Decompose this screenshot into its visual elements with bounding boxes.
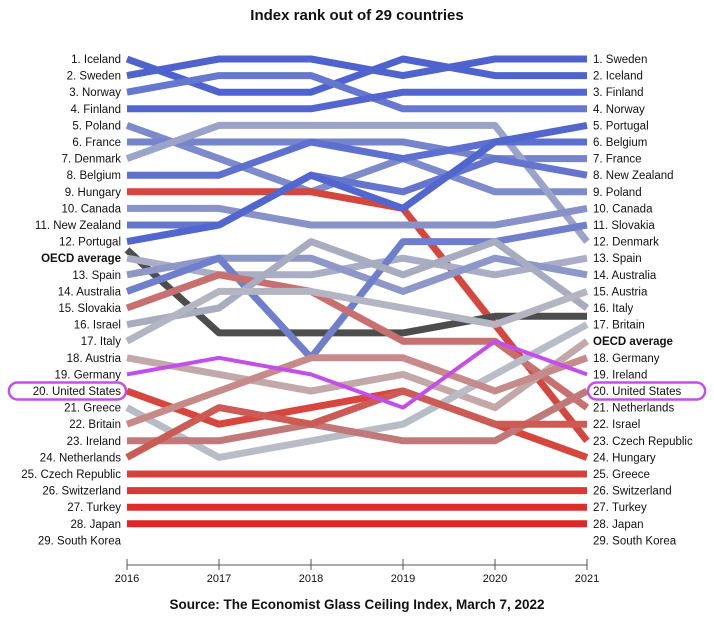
right-label-13-spain: 13. Spain bbox=[593, 253, 642, 265]
left-label-29-south-korea: 29. South Korea bbox=[38, 535, 122, 547]
series-line-canada bbox=[127, 204, 588, 229]
left-label-13-spain: 13. Spain bbox=[72, 270, 121, 282]
right-label-18-germany: 18. Germany bbox=[593, 353, 660, 365]
left-label-2-sweden: 2. Sweden bbox=[67, 71, 121, 83]
right-label-4-norway: 4. Norway bbox=[593, 104, 645, 116]
chart-title: Index rank out of 29 countries bbox=[250, 7, 463, 24]
right-label-28-japan: 28. Japan bbox=[593, 519, 644, 531]
right-label-3-finland: 3. Finland bbox=[593, 87, 644, 99]
left-label-16-israel: 16. Israel bbox=[74, 320, 121, 332]
x-tick-label-2016: 2016 bbox=[115, 573, 139, 585]
x-axis: 2016 2017 2018 2019 2020 2021 bbox=[115, 559, 599, 585]
left-label-3-norway: 3. Norway bbox=[69, 87, 121, 99]
left-label-14-australia: 14. Australia bbox=[58, 286, 122, 298]
right-highlight-box bbox=[586, 381, 707, 401]
left-label-10-canada: 10. Canada bbox=[62, 203, 122, 215]
series-line-iceland bbox=[125, 55, 587, 96]
left-label-20-united-states: 20. United States bbox=[33, 386, 121, 398]
source-note: Source: The Economist Glass Ceiling Inde… bbox=[169, 597, 544, 612]
x-tick-label-2021: 2021 bbox=[575, 573, 599, 585]
left-label-6-france: 6. France bbox=[72, 137, 121, 149]
left-label-8-belgium: 8. Belgium bbox=[67, 170, 121, 182]
series-lines bbox=[124, 55, 590, 528]
right-label-1-sweden: 1. Sweden bbox=[593, 54, 647, 66]
series-line-spain bbox=[126, 254, 588, 279]
series-line-sweden bbox=[126, 55, 587, 80]
right-label-5-portugal: 5. Portugal bbox=[593, 120, 649, 132]
right-label-6-belgium: 6. Belgium bbox=[593, 137, 647, 149]
right-label-10-canada: 10. Canada bbox=[593, 203, 653, 215]
right-rank-labels: 1. Sweden 2. Iceland 3. Finland 4. Norway 5.… bbox=[586, 54, 707, 547]
series-line-czech-republic bbox=[125, 387, 587, 461]
right-label-20-united-states: 20. United States bbox=[593, 386, 681, 398]
right-label-12-denmark: 12. Denmark bbox=[593, 237, 659, 249]
series-line-ireland bbox=[125, 354, 589, 428]
right-label-9-poland: 9. Poland bbox=[593, 187, 642, 199]
left-label-17-italy: 17. Italy bbox=[81, 336, 122, 348]
left-label-oecd-average: OECD average bbox=[41, 253, 121, 265]
series-line-germany bbox=[126, 338, 590, 412]
series-line-israel bbox=[125, 271, 590, 411]
left-label-1-iceland: 1. Iceland bbox=[71, 54, 121, 66]
series-line-united-states bbox=[126, 339, 588, 410]
right-label-25-greece: 25. Greece bbox=[593, 469, 650, 481]
series-line-portugal bbox=[126, 121, 588, 246]
series-line-italy bbox=[126, 238, 590, 329]
left-highlight-box bbox=[7, 381, 128, 401]
left-rank-labels: 1. Iceland 2. Sweden 3. Norway 4. Finland 5.… bbox=[7, 54, 128, 547]
left-label-25-czech-republic: 25. Czech Republic bbox=[21, 469, 121, 481]
left-label-26-switzerland: 26. Switzerland bbox=[42, 486, 121, 498]
right-label-26-switzerland: 26. Switzerland bbox=[593, 486, 672, 498]
x-tick-label-2018: 2018 bbox=[299, 573, 323, 585]
left-label-5-poland: 5. Poland bbox=[72, 120, 121, 132]
right-label-19-ireland: 19. Ireland bbox=[593, 369, 647, 381]
right-label-2-iceland: 2. Iceland bbox=[593, 71, 643, 83]
left-label-28-japan: 28. Japan bbox=[70, 519, 121, 531]
series-line-finland bbox=[127, 88, 587, 113]
x-tick-label-2019: 2019 bbox=[391, 573, 415, 585]
left-label-21-greece: 21. Greece bbox=[64, 403, 121, 415]
right-label-23-czech-republic: 23. Czech Republic bbox=[593, 436, 693, 448]
series-line-hungary bbox=[127, 188, 590, 443]
right-label-oecd-average: OECD average bbox=[593, 336, 673, 348]
left-label-18-austria: 18. Austria bbox=[67, 353, 122, 365]
left-label-22-britain: 22. Britain bbox=[69, 419, 121, 431]
series-line-austria bbox=[125, 287, 589, 345]
x-tick-label-2020: 2020 bbox=[483, 573, 507, 585]
right-label-16-italy: 16. Italy bbox=[593, 303, 634, 315]
left-label-23-ireland: 23. Ireland bbox=[67, 436, 121, 448]
right-label-8-new-zealand: 8. New Zealand bbox=[593, 170, 674, 182]
left-label-12-portugal: 12. Portugal bbox=[59, 237, 121, 249]
series-line-poland bbox=[125, 122, 587, 196]
left-label-9-hungary: 9. Hungary bbox=[65, 187, 122, 199]
right-label-15-austria: 15. Austria bbox=[593, 286, 648, 298]
right-label-11-slovakia: 11. Slovakia bbox=[593, 220, 655, 232]
left-label-11-new-zealand: 11. New Zealand bbox=[35, 220, 121, 232]
left-label-4-finland: 4. Finland bbox=[70, 104, 121, 116]
right-label-27-turkey: 27. Turkey bbox=[593, 502, 647, 514]
x-tick-label-2017: 2017 bbox=[207, 573, 231, 585]
left-label-7-denmark: 7. Denmark bbox=[62, 154, 122, 166]
right-label-22-israel: 22. Israel bbox=[593, 419, 640, 431]
right-label-14-australia: 14. Australia bbox=[593, 270, 657, 282]
left-label-27-turkey: 27. Turkey bbox=[67, 502, 121, 514]
left-label-19-germany: 19. Germany bbox=[55, 369, 122, 381]
series-line-slovakia bbox=[125, 221, 588, 362]
right-label-24-hungary: 24. Hungary bbox=[593, 452, 656, 464]
series-line-norway bbox=[126, 72, 587, 113]
left-label-24-netherlands: 24. Netherlands bbox=[40, 452, 121, 464]
right-label-17-britain: 17. Britain bbox=[593, 320, 645, 332]
series-line-netherlands bbox=[127, 387, 589, 445]
right-label-7-france: 7. France bbox=[593, 154, 642, 166]
right-label-29-south-korea: 29. South Korea bbox=[593, 535, 677, 547]
left-label-15-slovakia: 15. Slovakia bbox=[58, 303, 121, 315]
right-label-21-netherlands: 21. Netherlands bbox=[593, 403, 674, 415]
